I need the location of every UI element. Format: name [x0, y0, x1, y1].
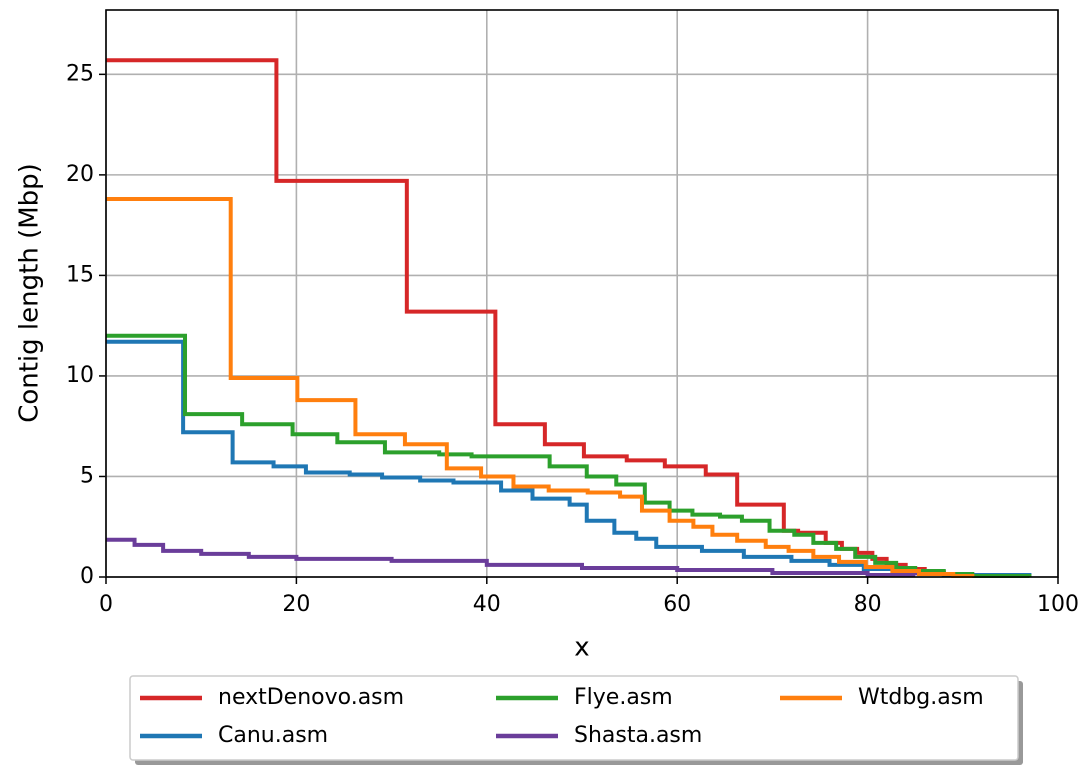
- x-tick-label: 80: [854, 592, 882, 617]
- legend-label: Canu.asm: [218, 723, 328, 748]
- series-line: [106, 197, 975, 578]
- x-axis-label: x: [574, 633, 589, 663]
- x-tick-label: 20: [282, 592, 310, 617]
- y-tick-label: 20: [66, 162, 94, 187]
- x-tick-label: 40: [473, 592, 501, 617]
- y-tick-label: 10: [66, 363, 94, 388]
- legend-label: Shasta.asm: [574, 723, 702, 748]
- legend-label: Wtdbg.asm: [858, 685, 984, 710]
- legend-label: Flye.asm: [574, 685, 673, 710]
- y-tick-label: 15: [66, 262, 94, 287]
- x-tick-label: 60: [663, 592, 691, 617]
- x-tick-label: 100: [1037, 592, 1079, 617]
- y-tick-label: 5: [80, 463, 94, 488]
- series-line: [106, 537, 918, 577]
- y-tick-label: 25: [66, 61, 94, 86]
- series-line: [106, 58, 975, 578]
- series-line: [106, 339, 1032, 577]
- legend-label: nextDenovo.asm: [218, 685, 404, 710]
- y-tick-label: 0: [80, 564, 94, 589]
- y-axis-label: Contig length (Mbp): [15, 163, 45, 423]
- x-tick-label: 0: [99, 592, 113, 617]
- series-line: [106, 333, 1032, 578]
- plot-frame: [105, 9, 1059, 578]
